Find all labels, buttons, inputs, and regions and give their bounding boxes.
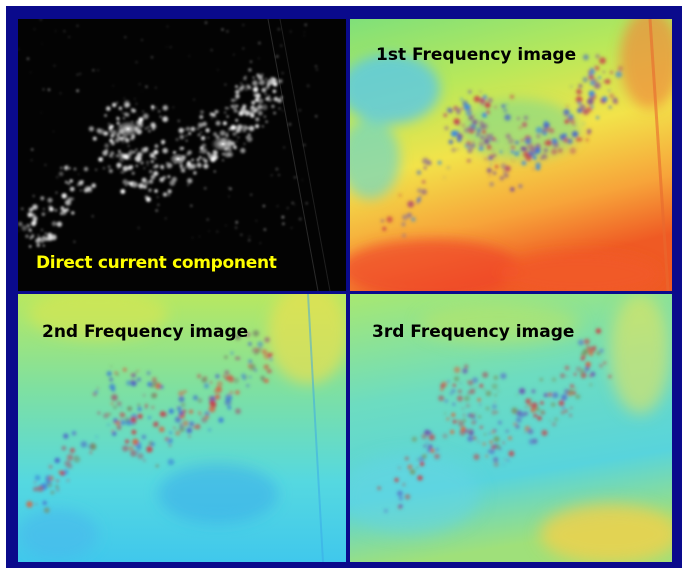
- panel-label-dc: Direct current component: [36, 253, 277, 273]
- panel-label-f3: 3rd Frequency image: [372, 322, 575, 342]
- panel-direct-current: Direct current component: [18, 19, 346, 291]
- panel-1st-frequency: 1st Frequency image: [350, 19, 672, 291]
- frequency-image-1: [350, 19, 672, 291]
- panel-2nd-frequency: 2nd Frequency image: [18, 294, 346, 562]
- frequency-image-2: [18, 294, 346, 562]
- panel-3rd-frequency: 3rd Frequency image: [350, 294, 672, 562]
- night-lights-image: [18, 19, 346, 291]
- figure-frame: Direct current component: [6, 6, 682, 568]
- panel-label-f1: 1st Frequency image: [376, 45, 577, 65]
- frequency-image-3: [350, 294, 672, 562]
- panel-label-f2: 2nd Frequency image: [42, 322, 249, 342]
